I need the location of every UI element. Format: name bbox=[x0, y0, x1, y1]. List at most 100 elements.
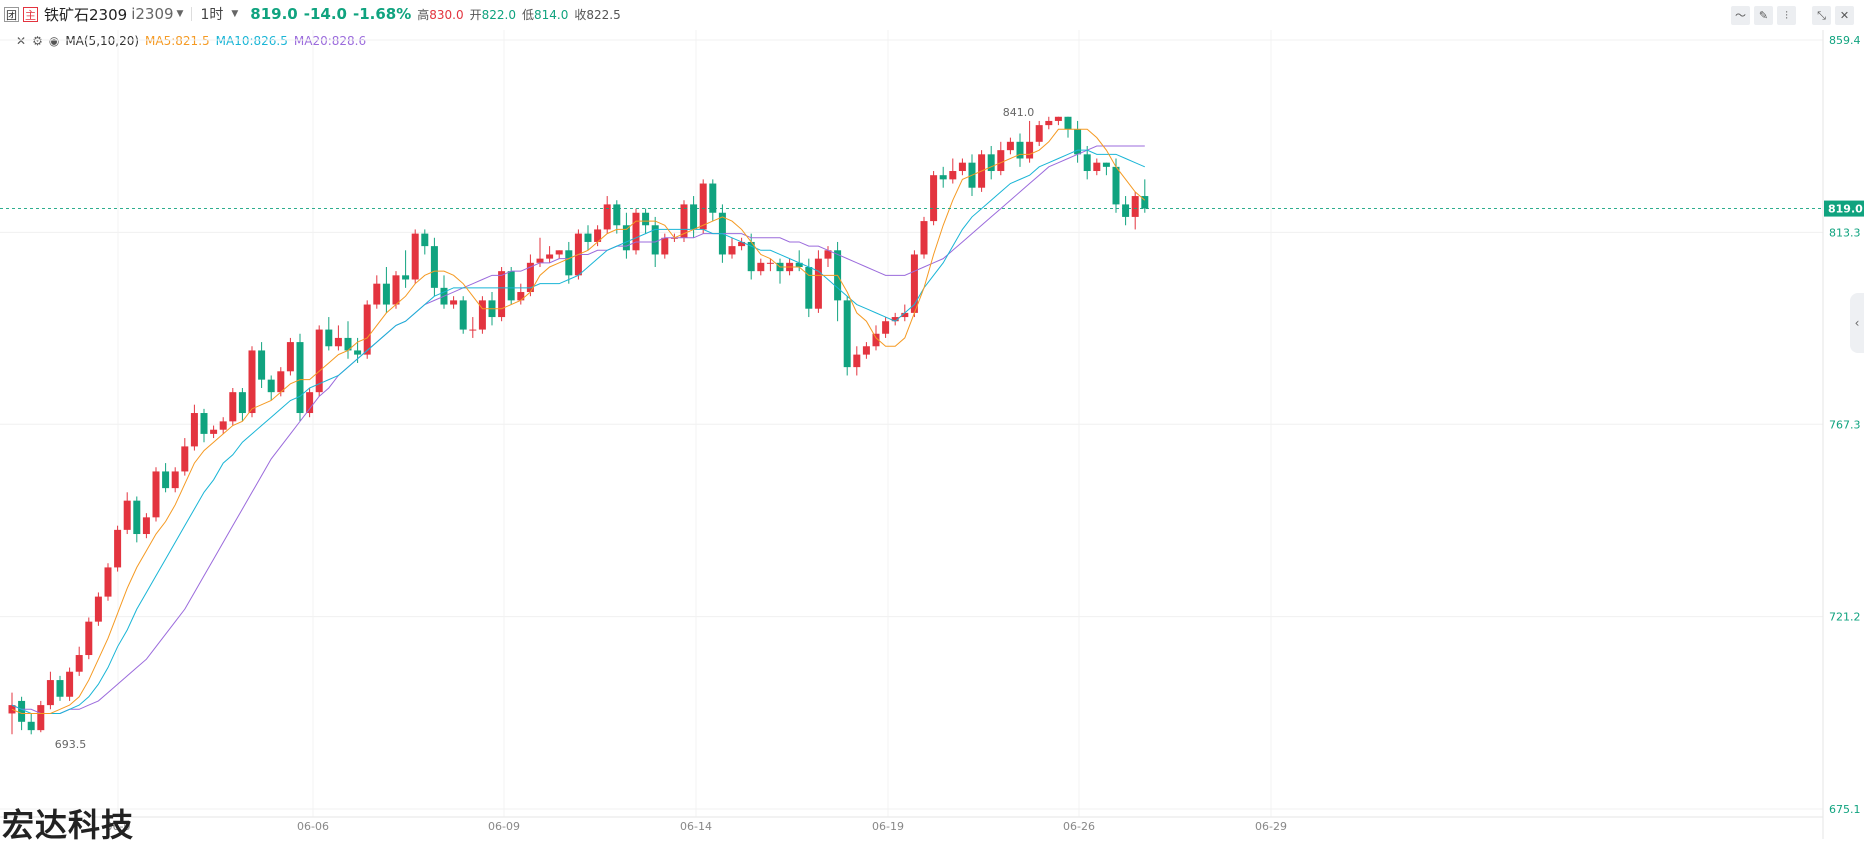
annotations: 841.0 693.5 bbox=[55, 106, 1035, 751]
candle-body bbox=[546, 254, 554, 259]
symbol-dropdown-icon[interactable]: ▼ bbox=[176, 9, 184, 19]
candle-body bbox=[920, 221, 928, 255]
candle-body bbox=[75, 655, 83, 672]
candle-body bbox=[1074, 129, 1082, 155]
candle-body bbox=[805, 266, 813, 309]
side-panel-toggle-icon[interactable]: ‹ bbox=[1850, 293, 1864, 353]
candle-body bbox=[18, 700, 26, 722]
candle-body bbox=[1054, 116, 1062, 121]
settings-icon[interactable]: ⚙ bbox=[32, 34, 43, 48]
visibility-eye-icon[interactable]: ◉ bbox=[48, 34, 60, 48]
draw-pen-icon[interactable]: ✎ bbox=[1754, 6, 1773, 25]
candle-body bbox=[277, 371, 285, 393]
toolbar-spacer bbox=[1800, 6, 1808, 25]
period-dropdown-icon[interactable]: ▼ bbox=[231, 9, 239, 19]
group-badge[interactable]: 团 bbox=[4, 6, 19, 22]
y-tick-label: 721.2 bbox=[1829, 611, 1861, 624]
candle-body bbox=[690, 204, 698, 230]
candle-body bbox=[574, 233, 582, 276]
candle-body bbox=[766, 262, 774, 264]
last-price-line: 819.0 bbox=[0, 200, 1864, 217]
ohlc-close: 收822.5 bbox=[574, 6, 620, 23]
candle-body bbox=[814, 258, 822, 309]
x-axis-ticks: 06-0 06-06 06-09 06-14 06-19 06-26 06-29 bbox=[106, 820, 1287, 833]
candle-body bbox=[882, 321, 890, 334]
candle-body bbox=[450, 300, 458, 305]
candle-body bbox=[478, 300, 486, 330]
main-contract-badge: 主 bbox=[23, 6, 38, 22]
candle-body bbox=[709, 183, 717, 213]
candle-body bbox=[594, 229, 602, 242]
candle-body bbox=[152, 471, 160, 518]
ma5-value: MA5:821.5 bbox=[145, 34, 210, 48]
min-price-annotation: 693.5 bbox=[55, 738, 87, 751]
candle-body bbox=[987, 154, 995, 172]
candle-body bbox=[536, 258, 544, 263]
candle-body bbox=[94, 596, 102, 622]
candle-body bbox=[862, 346, 870, 355]
y-tick-label: 859.4 bbox=[1829, 34, 1861, 47]
candle-body bbox=[306, 392, 314, 414]
candle-body bbox=[661, 237, 669, 255]
candle-body bbox=[834, 250, 842, 301]
candle-body bbox=[555, 250, 563, 255]
candle-body bbox=[363, 304, 371, 355]
last-price-tag bbox=[1824, 200, 1864, 217]
shrink-icon[interactable]: ⤡ bbox=[1812, 6, 1831, 25]
candle-body bbox=[670, 237, 678, 239]
candle-body bbox=[411, 233, 419, 280]
high-label: 高 bbox=[417, 7, 430, 22]
candle-body bbox=[238, 392, 246, 414]
candle-body bbox=[248, 350, 256, 414]
y-tick-label: 813.3 bbox=[1829, 226, 1861, 239]
candle-body bbox=[565, 250, 573, 276]
candle-body bbox=[680, 204, 688, 238]
price-change: -14.0 bbox=[303, 5, 347, 23]
candle-body bbox=[613, 204, 621, 226]
candle-body bbox=[459, 300, 467, 330]
low-value: 814.0 bbox=[534, 7, 569, 22]
candle-body bbox=[200, 413, 208, 434]
candle-body bbox=[958, 162, 966, 172]
symbol-name[interactable]: 铁矿石2309 bbox=[44, 5, 128, 24]
chart-header: 团 主 铁矿石2309 i2309 ▼ 1时 ▼ 819.0 -14.0 -1.… bbox=[0, 0, 1864, 28]
candle-body bbox=[747, 241, 755, 272]
line-chart-icon[interactable]: 〜 bbox=[1731, 6, 1750, 25]
candle-type-icon[interactable]: ⫶ bbox=[1777, 6, 1796, 25]
candle-body bbox=[728, 246, 736, 255]
candle-body bbox=[286, 342, 294, 372]
candle-body bbox=[8, 705, 16, 714]
x-tick-label: 06-06 bbox=[297, 820, 329, 833]
candle-body bbox=[421, 233, 429, 247]
candle-body bbox=[27, 721, 35, 731]
remove-indicator-icon[interactable]: ✕ bbox=[16, 34, 27, 48]
candle-body bbox=[1026, 141, 1034, 159]
candle-body bbox=[910, 254, 918, 313]
candle-body bbox=[930, 175, 938, 222]
candle-body bbox=[853, 354, 861, 368]
moving-averages bbox=[11, 128, 1146, 714]
candle-body bbox=[738, 241, 746, 247]
candle-body bbox=[718, 212, 726, 255]
high-value: 830.0 bbox=[429, 7, 464, 22]
candle-body bbox=[392, 275, 400, 305]
divider bbox=[191, 7, 193, 21]
candle-body bbox=[1131, 196, 1139, 217]
symbol-code[interactable]: i2309 bbox=[131, 5, 174, 23]
close-icon[interactable]: ✕ bbox=[1835, 6, 1854, 25]
candle-body bbox=[1093, 162, 1101, 172]
close-value: 822.5 bbox=[586, 7, 621, 22]
candle-body bbox=[56, 680, 64, 697]
last-price-tag-label: 819.0 bbox=[1828, 203, 1863, 216]
candle-body bbox=[334, 337, 342, 347]
candle-body bbox=[949, 171, 957, 180]
candle-body bbox=[795, 262, 803, 267]
candle-body bbox=[507, 271, 515, 301]
candle-body bbox=[267, 379, 275, 393]
candle-body bbox=[997, 150, 1005, 172]
candle-body bbox=[498, 271, 506, 318]
period-selector[interactable]: 1时 bbox=[200, 7, 224, 23]
candle-body bbox=[315, 329, 323, 393]
watermark: 宏达科技 bbox=[2, 806, 135, 844]
